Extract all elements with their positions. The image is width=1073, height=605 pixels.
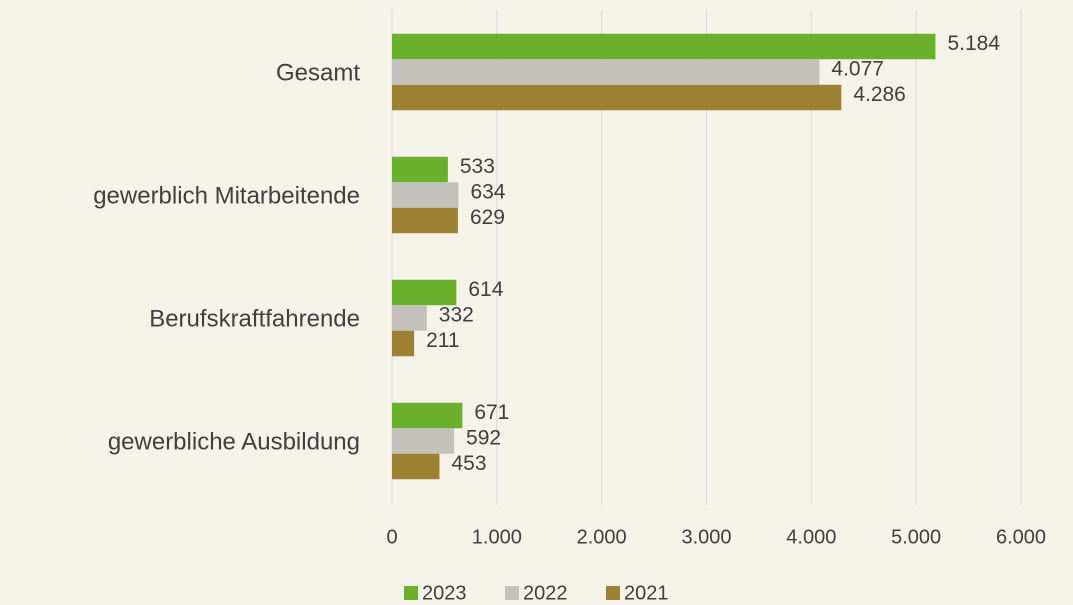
x-tick-label: 6.000 <box>996 526 1046 548</box>
legend-label: 2023 <box>422 582 467 604</box>
category-label: gewerbliche Ausbildung <box>108 428 360 455</box>
bar <box>392 207 458 234</box>
legend-label: 2022 <box>523 582 568 604</box>
value-label: 614 <box>468 278 503 301</box>
category-label: gewerblich Mitarbeitende <box>93 182 360 209</box>
value-label: 634 <box>470 181 505 204</box>
value-label: 4.286 <box>853 83 906 106</box>
bar <box>392 279 457 306</box>
value-label: 4.077 <box>831 58 884 81</box>
bar <box>392 428 455 454</box>
x-tick-label: 5.000 <box>891 526 941 548</box>
value-label: 332 <box>439 304 474 327</box>
legend-label: 2021 <box>624 582 669 604</box>
x-tick-label: 4.000 <box>786 526 836 548</box>
bar <box>392 330 415 357</box>
x-tick-label: 1.000 <box>472 526 522 548</box>
category-label: Berufskraftfahrende <box>149 305 360 332</box>
bar <box>392 33 936 60</box>
value-label: 592 <box>466 427 501 450</box>
bar <box>392 156 448 183</box>
bar <box>392 305 427 331</box>
bar <box>392 59 820 85</box>
category-label: Gesamt <box>276 59 360 86</box>
x-tick-label: 3.000 <box>681 526 731 548</box>
x-tick-label: 2.000 <box>577 526 627 548</box>
legend-swatch <box>404 586 418 600</box>
legend-swatch <box>606 586 620 600</box>
value-label: 211 <box>426 329 459 352</box>
value-label: 629 <box>470 206 505 229</box>
value-label: 533 <box>460 155 495 178</box>
legend-swatch <box>505 586 519 600</box>
bar <box>392 453 440 480</box>
x-tick-label: 0 <box>386 526 397 548</box>
bar <box>392 182 459 208</box>
value-label: 5.184 <box>947 32 1000 55</box>
value-label: 453 <box>451 452 486 475</box>
bar <box>392 402 463 429</box>
value-label: 671 <box>474 401 509 424</box>
bar <box>392 84 842 111</box>
